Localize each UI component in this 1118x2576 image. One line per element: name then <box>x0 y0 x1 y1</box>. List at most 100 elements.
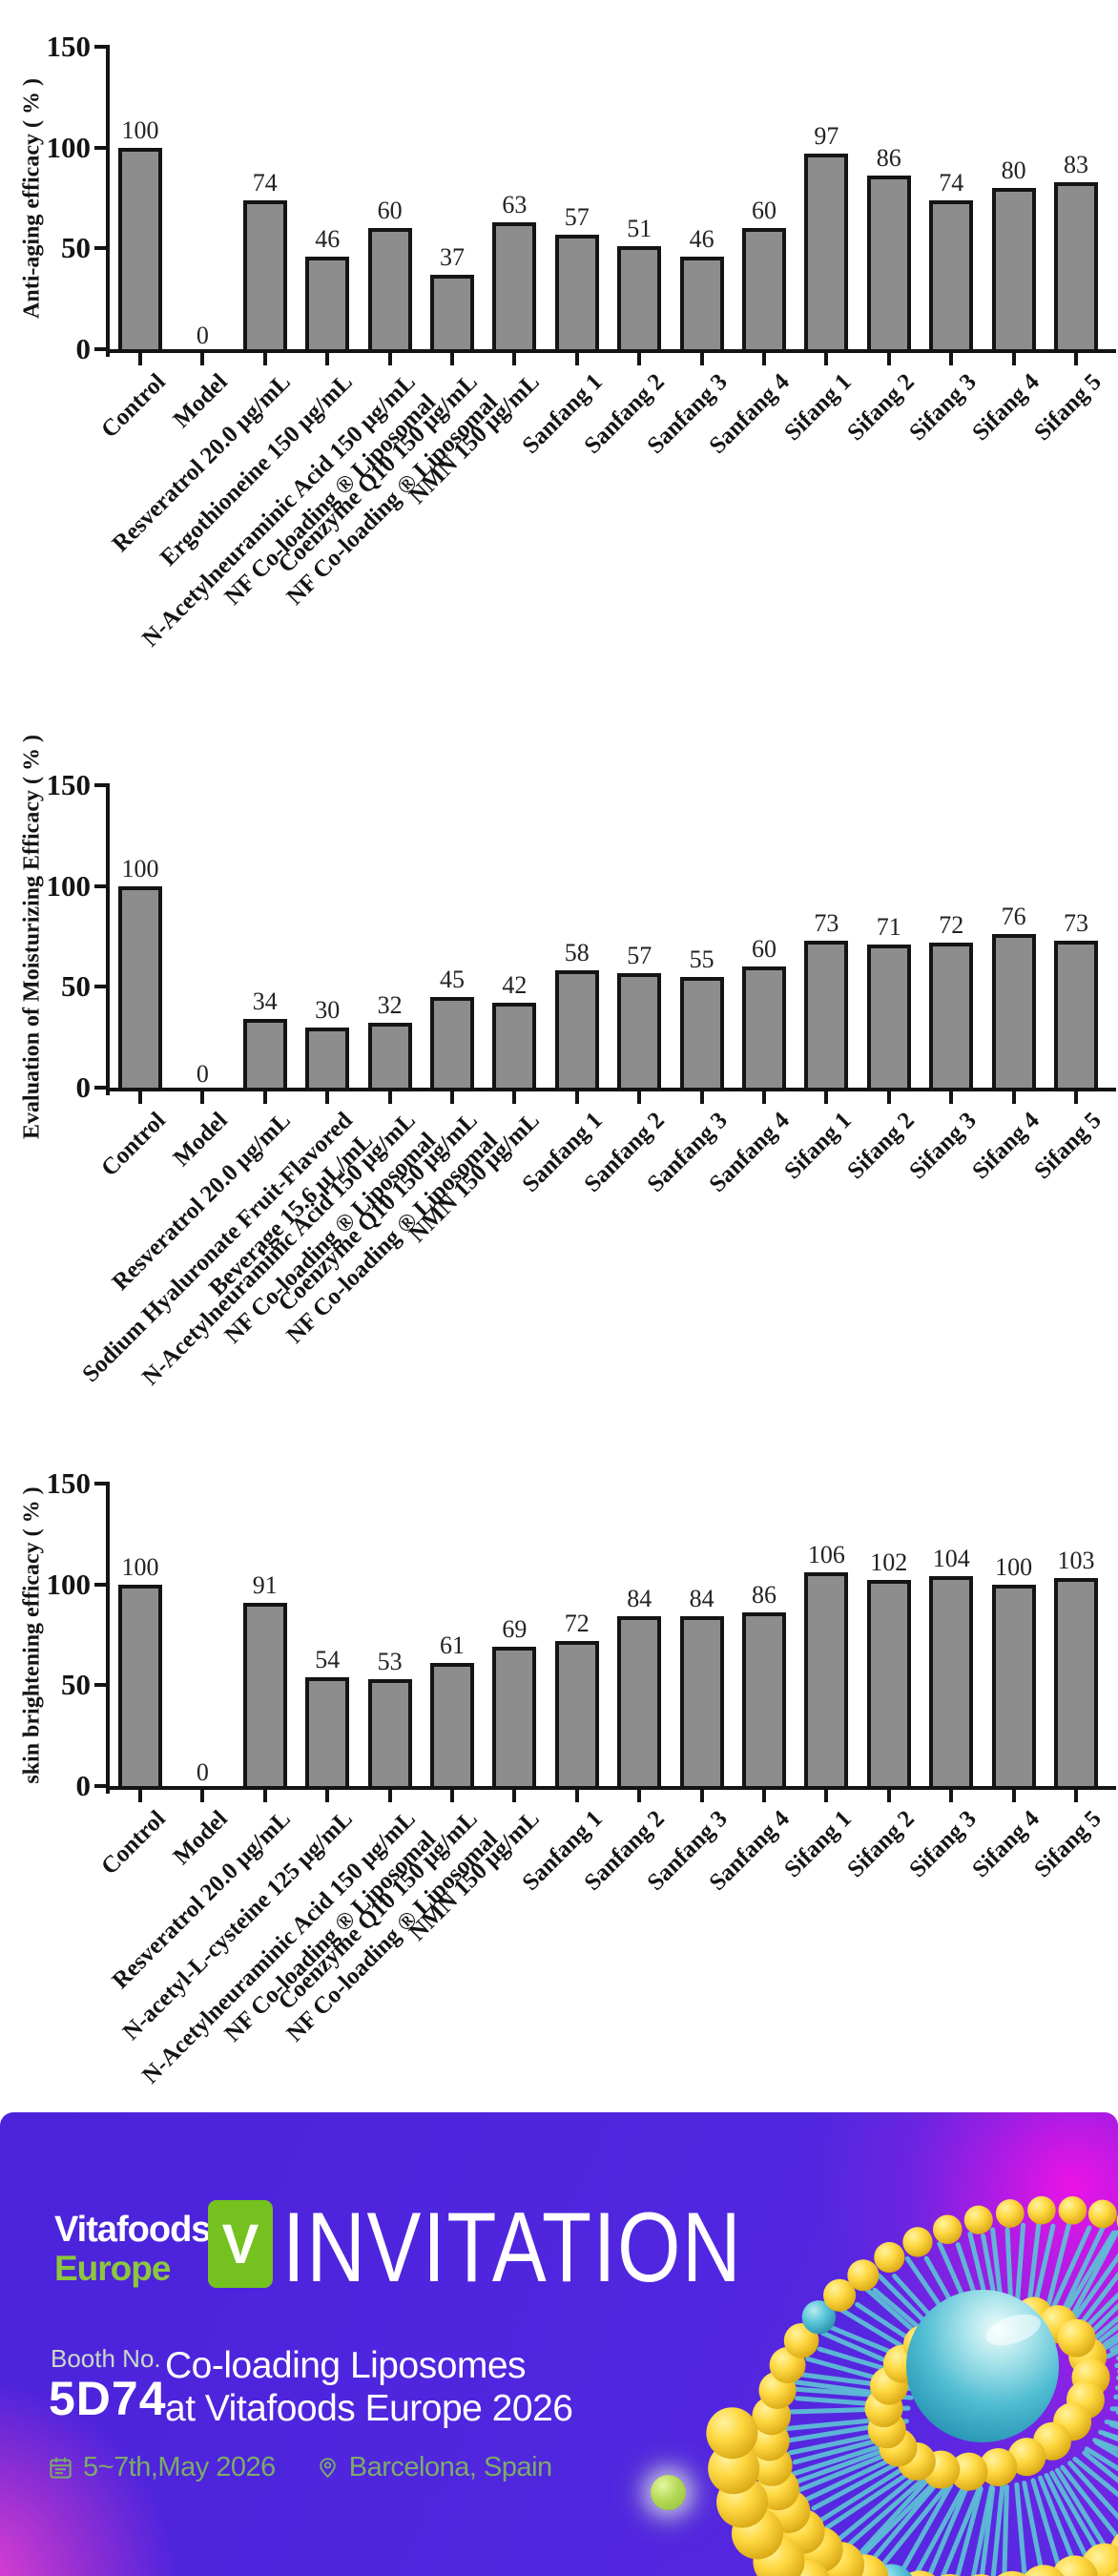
lipid-sphere <box>995 2199 1025 2228</box>
lipid-tail <box>1014 2482 1027 2576</box>
x-tick <box>637 1790 642 1802</box>
y-axis-title: Anti-aging efficacy ( % ) <box>19 77 45 319</box>
y-tick-label: 100 <box>46 1567 92 1601</box>
bar <box>554 1641 599 1790</box>
lipid-tail <box>1042 2222 1071 2322</box>
bar-value-label: 80 <box>1001 156 1026 184</box>
y-tick <box>94 883 106 888</box>
bar <box>367 1023 412 1091</box>
x-tick <box>637 1091 642 1104</box>
bar-value-label: 46 <box>689 225 714 253</box>
y-tick-label: 100 <box>46 130 92 164</box>
bar-value-label: 57 <box>627 942 652 969</box>
y-tick-label: 150 <box>46 1466 92 1500</box>
x-tick <box>574 1091 579 1104</box>
bar <box>866 945 911 1091</box>
bar-value-label: 84 <box>627 1585 652 1612</box>
bar-value-label: 0 <box>196 322 209 349</box>
bar-value-label: 72 <box>939 911 964 939</box>
lipid-tail <box>1067 2461 1118 2521</box>
x-tick <box>886 1091 891 1104</box>
lipid-sphere <box>933 2214 963 2245</box>
x-tick <box>949 1790 954 1802</box>
bar <box>742 1612 786 1790</box>
bar <box>492 1003 537 1091</box>
bar-value-label: 100 <box>121 855 159 883</box>
bar-value-label: 73 <box>814 909 839 937</box>
y-tick <box>94 1482 106 1485</box>
y-tick <box>94 985 106 989</box>
x-tick <box>450 1091 454 1104</box>
lipid-tail <box>845 2469 935 2548</box>
bar-value-label: 102 <box>870 1548 908 1576</box>
lipid-tail <box>970 2484 994 2576</box>
x-tick <box>699 1790 704 1802</box>
bar <box>742 966 786 1091</box>
bar-value-label: 46 <box>315 225 341 253</box>
x-tick <box>200 1091 205 1104</box>
lipid-sphere <box>985 2314 1041 2346</box>
x-tick <box>762 1790 766 1802</box>
x-tick <box>824 1091 829 1104</box>
y-tick-label: 50 <box>61 1668 91 1702</box>
x-tick <box>512 1091 517 1104</box>
x-tick <box>637 353 642 365</box>
bar <box>305 1677 350 1790</box>
bar <box>305 1028 350 1091</box>
bar <box>929 1576 974 1790</box>
vitafoods-logo: Vitafoods™ Europe <box>54 2204 222 2288</box>
location-pin-icon <box>320 2458 336 2479</box>
x-tick <box>574 353 579 365</box>
y-tick-label: 0 <box>75 1769 92 1802</box>
bar-value-label: 63 <box>502 191 528 218</box>
bar-value-label: 57 <box>564 203 590 231</box>
y-tick-label: 0 <box>75 1070 92 1104</box>
x-tick <box>450 353 454 365</box>
bar <box>492 222 537 353</box>
x-axis-line <box>106 1786 1116 1790</box>
lipid-sphere <box>949 2452 988 2491</box>
bar-value-label: 106 <box>807 1541 845 1568</box>
bar-value-label: 32 <box>377 991 403 1019</box>
calendar-icon <box>50 2457 72 2479</box>
bar <box>242 200 287 353</box>
y-tick <box>94 1784 106 1788</box>
y-tick-label: 50 <box>61 231 91 265</box>
x-tick <box>699 353 704 365</box>
bar <box>679 257 724 353</box>
x-tick <box>949 353 954 365</box>
lipid-sphere <box>979 2448 1018 2487</box>
bar <box>742 228 786 353</box>
x-tick <box>574 1790 579 1802</box>
x-tick <box>262 353 267 365</box>
lipid-sphere <box>847 2259 880 2292</box>
logo-region: Europe <box>54 2249 171 2288</box>
bar <box>118 886 162 1091</box>
x-tick <box>138 353 142 365</box>
bar-value-label: 104 <box>932 1545 970 1572</box>
x-tick <box>824 353 829 365</box>
bar-value-label: 60 <box>752 935 776 963</box>
lipid-tail <box>1082 2450 1118 2483</box>
y-tick-label: 0 <box>75 332 92 365</box>
y-tick <box>94 1086 106 1090</box>
x-tick <box>387 1091 392 1104</box>
lipid-tail <box>1096 2323 1118 2344</box>
lipid-sphere <box>906 2290 1059 2442</box>
vitafoods-v-badge: V <box>208 2200 273 2288</box>
x-tick <box>1074 1790 1078 1802</box>
glow-ball-decoration <box>651 2475 686 2510</box>
lipid-tail <box>1044 2473 1092 2566</box>
lipid-tail <box>1066 2253 1118 2329</box>
lipid-tail <box>1092 2315 1118 2340</box>
bar <box>242 1019 287 1091</box>
lipid-tail <box>913 2482 968 2576</box>
bar <box>929 200 974 353</box>
bar-value-label: 51 <box>627 215 652 242</box>
x-tick <box>262 1790 267 1802</box>
lipid-tail <box>979 2485 996 2576</box>
x-tick <box>138 1091 142 1104</box>
lipid-tail <box>857 2473 934 2557</box>
bar-value-label: 74 <box>252 169 278 197</box>
